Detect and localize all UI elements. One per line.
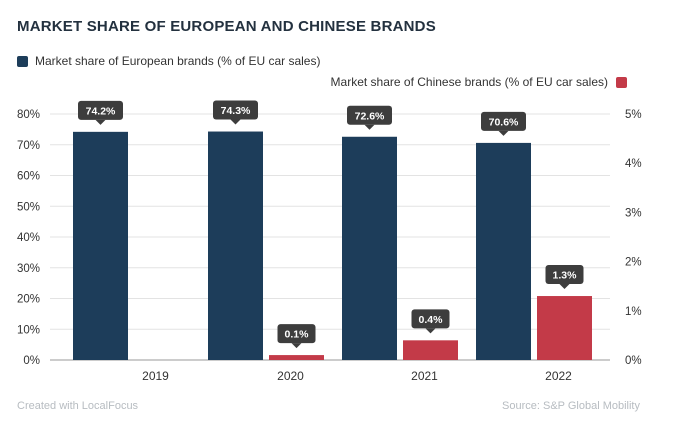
y-right-tick-label: 3% bbox=[625, 207, 642, 219]
bar-european bbox=[476, 142, 531, 360]
bar-chinese bbox=[537, 296, 592, 360]
data-label-chinese-pointer bbox=[425, 328, 436, 334]
data-label-european-pointer bbox=[95, 119, 106, 125]
data-label-european-pointer bbox=[230, 119, 241, 125]
y-left-tick-label: 0% bbox=[23, 355, 40, 367]
bar-european bbox=[208, 131, 263, 360]
y-right-tick-label: 1% bbox=[625, 306, 642, 318]
data-label-european: 72.6% bbox=[355, 110, 385, 122]
data-label-european-bg bbox=[481, 111, 526, 131]
bar-chinese bbox=[269, 355, 324, 360]
y-left-tick-label: 40% bbox=[17, 232, 40, 244]
data-label-chinese-bg bbox=[545, 265, 584, 285]
data-label-chinese-bg bbox=[411, 309, 450, 329]
x-category-label: 2022 bbox=[545, 369, 572, 383]
bar-european bbox=[73, 131, 128, 360]
legend-chinese: Market share of Chinese brands (% of EU … bbox=[331, 75, 627, 89]
data-label-chinese: 0.4% bbox=[419, 314, 444, 326]
data-label-european-pointer bbox=[498, 130, 509, 136]
x-category-label: 2020 bbox=[277, 369, 304, 383]
x-category-label: 2021 bbox=[411, 369, 438, 383]
legend-european-swatch bbox=[17, 55, 28, 67]
x-category-label: 2019 bbox=[142, 369, 169, 383]
data-label-european: 70.6% bbox=[489, 116, 519, 128]
y-left-tick-label: 80% bbox=[17, 109, 40, 121]
footer-credit: Created with LocalFocus bbox=[17, 400, 139, 412]
data-label-european: 74.2% bbox=[86, 105, 116, 117]
y-left-tick-label: 30% bbox=[17, 263, 40, 275]
data-label-european-bg bbox=[78, 100, 123, 120]
legend-european: Market share of European brands (% of EU… bbox=[17, 54, 320, 68]
data-label-european-pointer bbox=[364, 124, 375, 130]
y-left-tick-label: 50% bbox=[17, 201, 40, 213]
data-label-european: 74.3% bbox=[221, 105, 251, 117]
y-left-tick-label: 20% bbox=[17, 294, 40, 306]
data-label-european-bg bbox=[213, 100, 258, 120]
y-right-tick-label: 5% bbox=[625, 109, 642, 121]
legend-european-label: Market share of European brands (% of EU… bbox=[35, 54, 321, 68]
bar-chinese bbox=[403, 340, 458, 360]
chart-title: MARKET SHARE OF EUROPEAN AND CHINESE BRA… bbox=[17, 18, 436, 35]
legend-chinese-swatch bbox=[616, 76, 627, 88]
data-label-chinese: 1.3% bbox=[553, 270, 578, 282]
y-right-tick-label: 4% bbox=[625, 158, 642, 170]
y-left-tick-label: 70% bbox=[17, 140, 40, 152]
y-left-tick-label: 10% bbox=[17, 324, 40, 336]
legend-chinese-label: Market share of Chinese brands (% of EU … bbox=[330, 75, 608, 89]
data-label-chinese: 0.1% bbox=[285, 329, 310, 341]
footer-source: Source: S&P Global Mobility bbox=[502, 400, 640, 412]
data-label-european-bg bbox=[347, 105, 392, 125]
data-label-chinese-pointer bbox=[291, 343, 302, 349]
data-label-chinese-pointer bbox=[559, 284, 570, 290]
y-right-tick-label: 0% bbox=[625, 355, 642, 367]
bar-european bbox=[342, 136, 397, 360]
data-label-chinese-bg bbox=[277, 324, 316, 344]
y-left-tick-label: 60% bbox=[17, 171, 40, 183]
y-right-tick-label: 2% bbox=[625, 257, 642, 269]
